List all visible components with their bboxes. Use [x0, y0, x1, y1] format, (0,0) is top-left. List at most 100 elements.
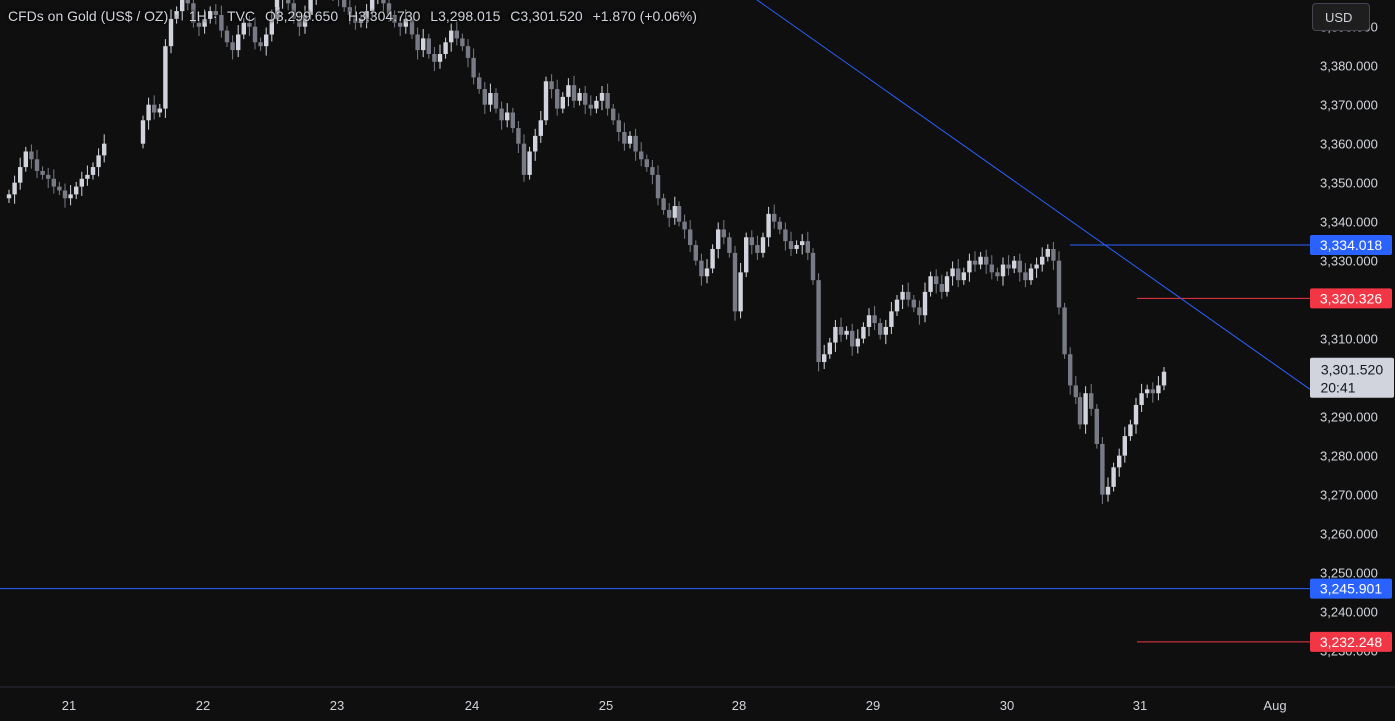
candle-body[interactable]	[760, 237, 766, 253]
candle-body[interactable]	[560, 96, 565, 109]
candle-body[interactable]	[521, 143, 527, 175]
candle-body[interactable]	[583, 92, 588, 105]
candle-body[interactable]	[627, 135, 633, 144]
candle-body[interactable]	[57, 186, 62, 191]
candle-body[interactable]	[800, 241, 805, 246]
candle-body[interactable]	[616, 120, 621, 132]
candle-body[interactable]	[850, 330, 855, 347]
candle-body[interactable]	[291, 3, 296, 19]
candle-body[interactable]	[950, 268, 955, 277]
candle-body[interactable]	[297, 18, 302, 27]
candle-body[interactable]	[738, 272, 743, 312]
candle-body[interactable]	[230, 42, 235, 51]
candle-body[interactable]	[46, 174, 51, 179]
candle-body[interactable]	[1111, 467, 1116, 487]
candle-body[interactable]	[74, 186, 79, 195]
candle-body[interactable]	[794, 245, 799, 249]
candle-body[interactable]	[505, 112, 510, 121]
candle-body[interactable]	[922, 291, 928, 316]
candle-body[interactable]	[1128, 424, 1133, 437]
candle-body[interactable]	[810, 252, 816, 281]
candle-body[interactable]	[772, 213, 777, 222]
candle-body[interactable]	[939, 284, 944, 292]
candle-body[interactable]	[1089, 393, 1094, 409]
candle-body[interactable]	[488, 92, 493, 105]
candle-body[interactable]	[499, 108, 504, 121]
candle-body[interactable]	[605, 92, 610, 109]
candle-body[interactable]	[727, 237, 732, 253]
candle-body[interactable]	[247, 22, 252, 27]
candle-body[interactable]	[1028, 268, 1034, 281]
candle-body[interactable]	[102, 143, 107, 156]
candle-body[interactable]	[409, 18, 415, 35]
candle-body[interactable]	[961, 272, 966, 281]
candle-body[interactable]	[1117, 455, 1122, 468]
candle-body[interactable]	[1000, 264, 1006, 277]
candle-body[interactable]	[644, 159, 649, 168]
candle-body[interactable]	[23, 151, 28, 168]
candle-body[interactable]	[716, 229, 721, 249]
candle-body[interactable]	[477, 77, 482, 90]
candle-body[interactable]	[861, 326, 866, 339]
candle-body[interactable]	[838, 326, 844, 335]
candle-body[interactable]	[269, 18, 274, 35]
candle-body[interactable]	[415, 34, 420, 51]
candle-body[interactable]	[1045, 248, 1050, 257]
candle-body[interactable]	[353, 14, 358, 23]
candle-body[interactable]	[191, 3, 196, 23]
candle-body[interactable]	[878, 323, 883, 335]
candle-body[interactable]	[599, 92, 605, 101]
candle-body[interactable]	[1161, 371, 1167, 386]
candle-body[interactable]	[1017, 260, 1022, 273]
candle-body[interactable]	[471, 57, 476, 78]
candle-body[interactable]	[180, 0, 185, 12]
candle-body[interactable]	[894, 299, 900, 312]
candle-body[interactable]	[1012, 260, 1017, 269]
candle-body[interactable]	[699, 260, 704, 277]
candle-body[interactable]	[956, 268, 961, 281]
candle-body[interactable]	[258, 42, 263, 47]
candle-body[interactable]	[577, 92, 582, 101]
candle-body[interactable]	[655, 174, 661, 199]
candle-body[interactable]	[1056, 260, 1062, 308]
candle-body[interactable]	[224, 30, 230, 43]
currency-button[interactable]: USD	[1312, 3, 1370, 31]
candle-body[interactable]	[168, 18, 174, 47]
trendline[interactable]	[640, 0, 1311, 390]
candle-body[interactable]	[972, 260, 978, 265]
candle-body[interactable]	[1023, 272, 1028, 281]
candle-body[interactable]	[196, 22, 202, 27]
candle-body[interactable]	[208, 11, 213, 19]
candle-body[interactable]	[805, 241, 810, 253]
candle-body[interactable]	[85, 174, 90, 179]
candle-body[interactable]	[1073, 385, 1078, 398]
candle-body[interactable]	[449, 30, 454, 43]
candle-body[interactable]	[510, 112, 515, 129]
candle-body[interactable]	[967, 260, 972, 273]
candle-body[interactable]	[236, 34, 241, 51]
candle-body[interactable]	[672, 206, 677, 218]
candle-body[interactable]	[443, 42, 448, 54]
candle-body[interactable]	[364, 11, 369, 19]
candle-body[interactable]	[185, 0, 190, 4]
interval-label[interactable]: 1H	[188, 8, 207, 24]
candle-body[interactable]	[1150, 389, 1155, 394]
candle-body[interactable]	[827, 342, 832, 355]
candle-body[interactable]	[527, 151, 532, 175]
candle-body[interactable]	[403, 18, 408, 27]
candle-body[interactable]	[1133, 404, 1139, 425]
candle-body[interactable]	[96, 155, 101, 168]
candle-body[interactable]	[241, 22, 246, 35]
candle-body[interactable]	[12, 182, 17, 195]
candle-body[interactable]	[62, 190, 68, 199]
candle-body[interactable]	[688, 229, 693, 246]
candle-body[interactable]	[833, 326, 838, 343]
candle-body[interactable]	[549, 81, 554, 90]
candle-body[interactable]	[676, 206, 682, 222]
candle-body[interactable]	[40, 170, 45, 175]
candle-body[interactable]	[889, 311, 894, 327]
candle-body[interactable]	[1077, 397, 1083, 425]
candle-body[interactable]	[788, 241, 794, 249]
price-label-badge[interactable]	[1310, 631, 1392, 652]
